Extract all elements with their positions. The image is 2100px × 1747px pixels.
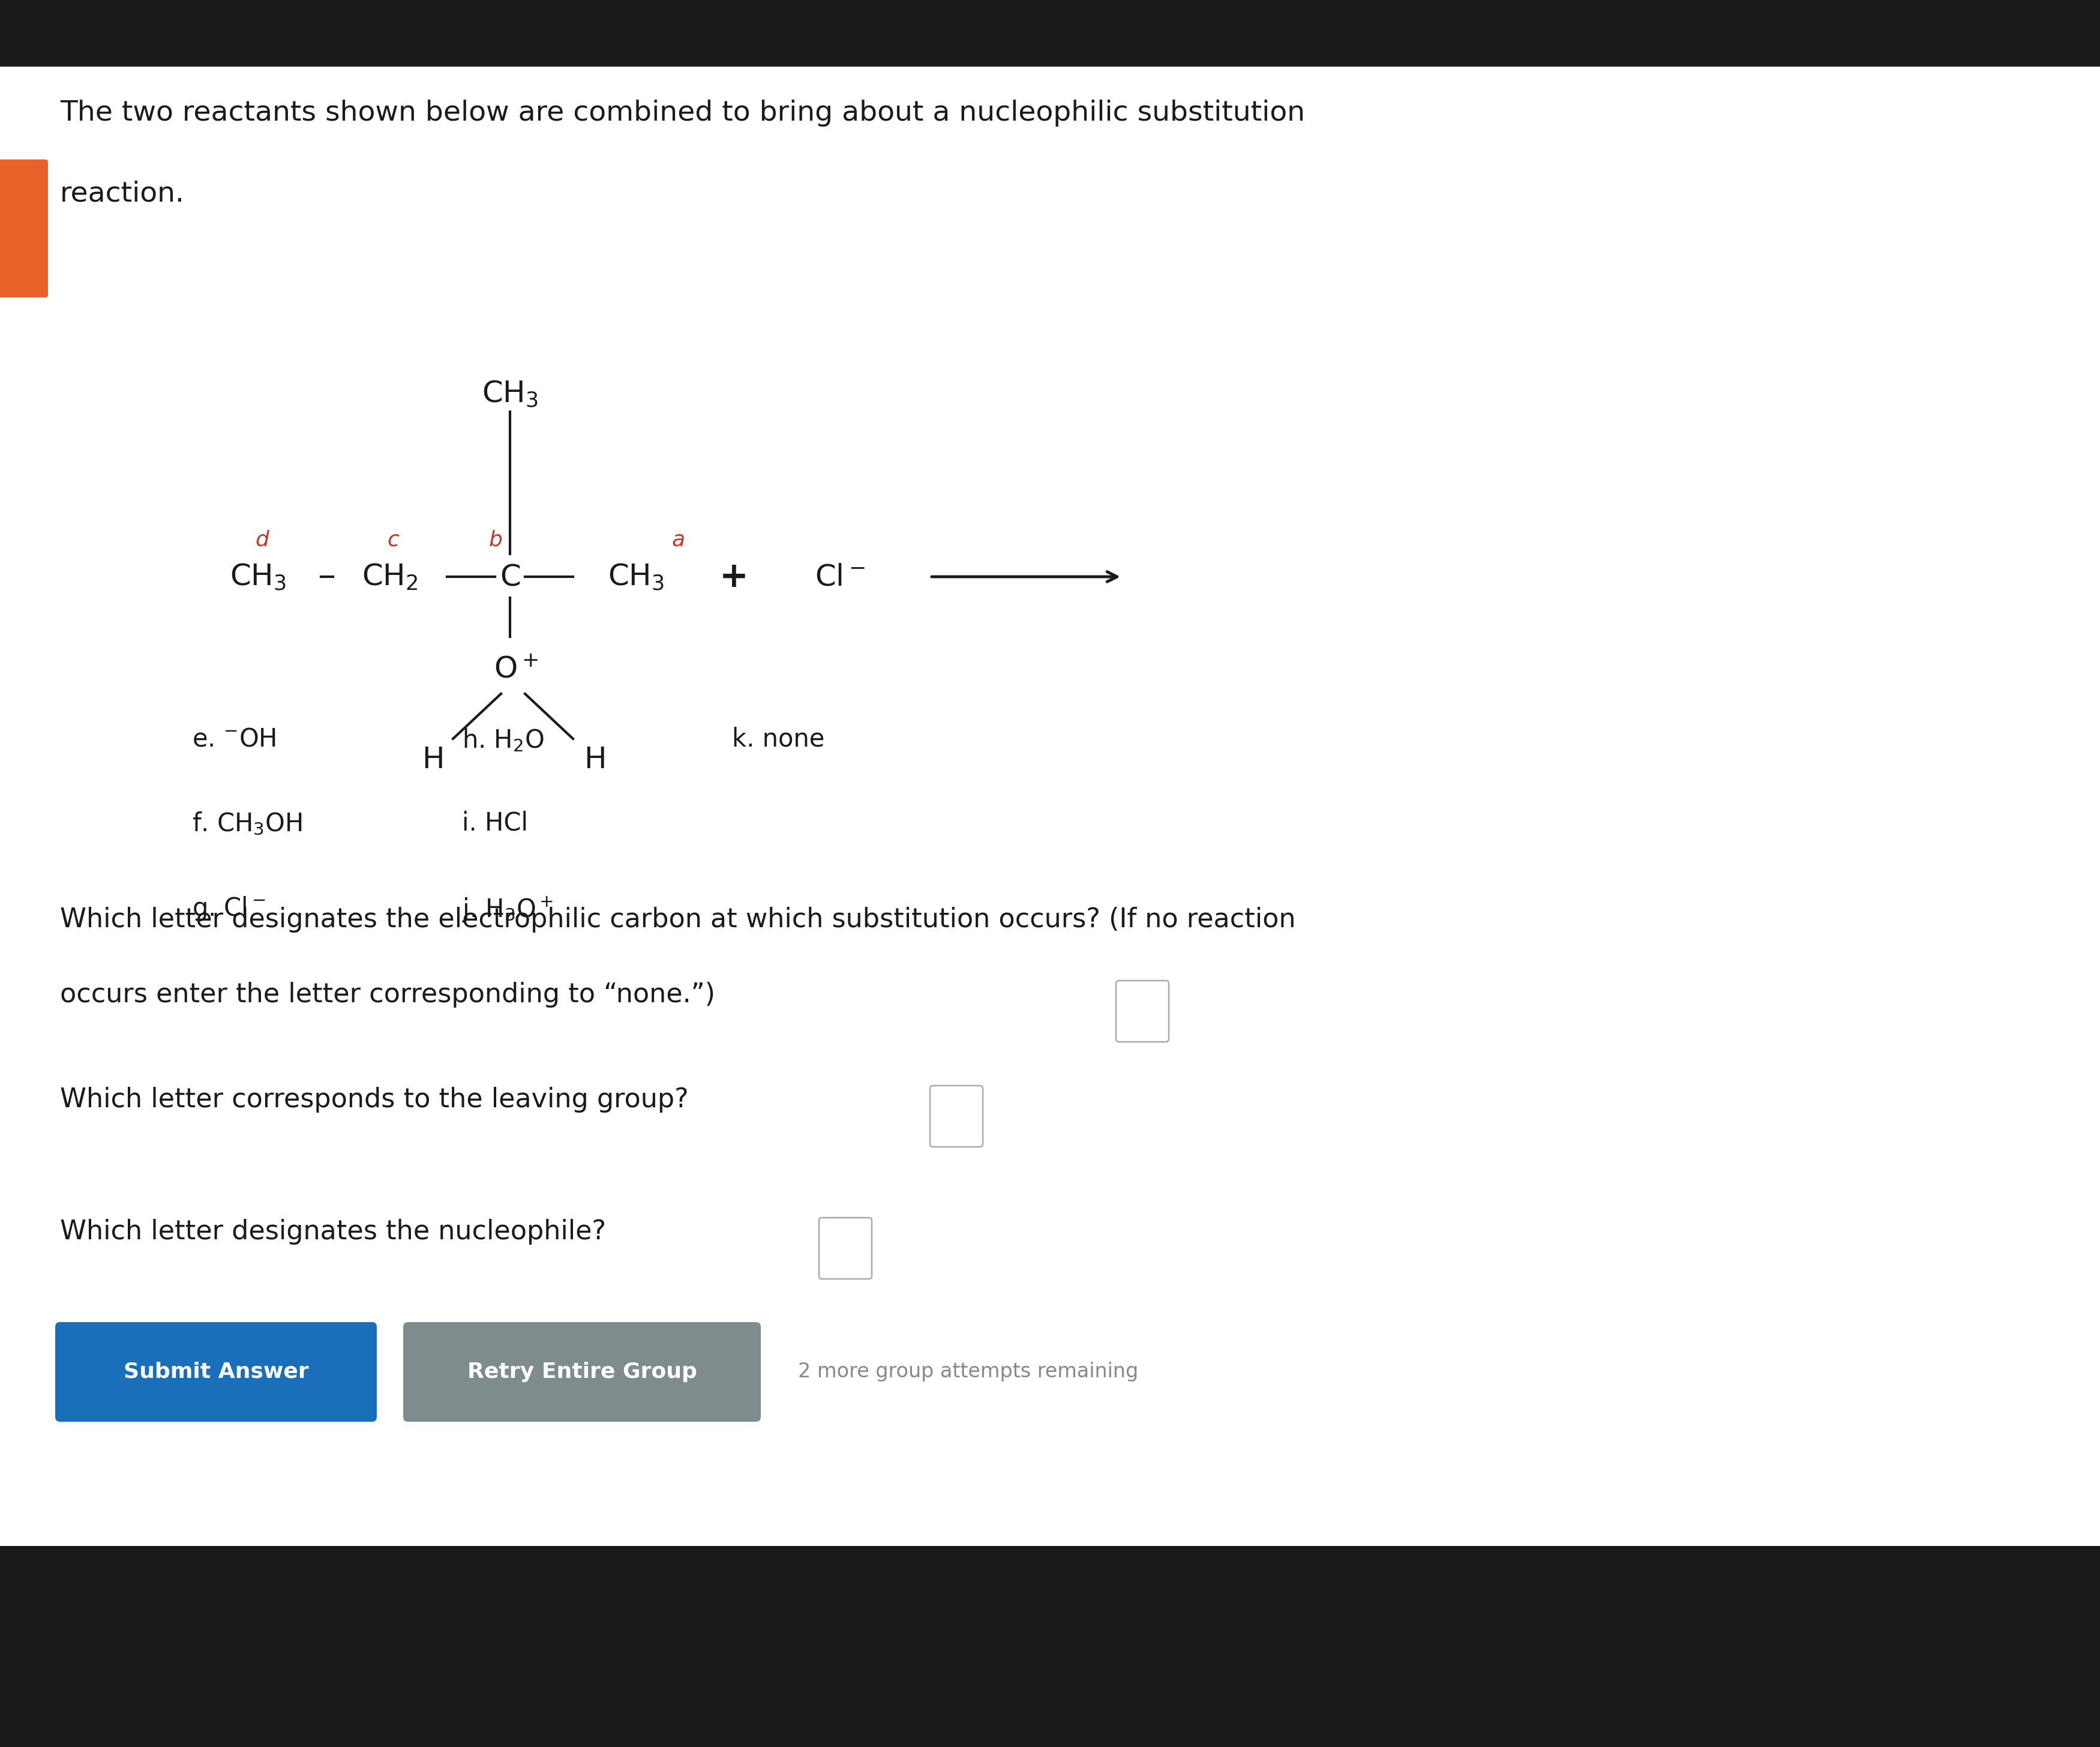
FancyBboxPatch shape xyxy=(0,159,48,297)
Text: $\mathbf{+}$: $\mathbf{+}$ xyxy=(718,559,745,594)
FancyBboxPatch shape xyxy=(1115,980,1170,1041)
Text: d: d xyxy=(254,529,269,550)
FancyBboxPatch shape xyxy=(0,0,2100,66)
Text: e. $\mathregular{^{-}}$OH: e. $\mathregular{^{-}}$OH xyxy=(191,727,275,751)
Text: Retry Entire Group: Retry Entire Group xyxy=(466,1361,697,1382)
Text: g. $\mathrm{Cl^-}$: g. $\mathrm{Cl^-}$ xyxy=(191,894,267,922)
Text: f. $\mathrm{CH_3OH}$: f. $\mathrm{CH_3OH}$ xyxy=(191,811,302,837)
Text: Which letter designates the electrophilic carbon at which substitution occurs? (: Which letter designates the electrophili… xyxy=(61,907,1296,933)
Text: 2 more group attempts remaining: 2 more group attempts remaining xyxy=(798,1363,1138,1382)
Text: k. none: k. none xyxy=(733,727,825,751)
Text: occurs enter the letter corresponding to “none.”): occurs enter the letter corresponding to… xyxy=(61,982,716,1008)
FancyBboxPatch shape xyxy=(819,1218,872,1279)
Text: i. HCl: i. HCl xyxy=(462,811,527,837)
Text: $\mathrm{H}$: $\mathrm{H}$ xyxy=(584,746,605,774)
Text: a: a xyxy=(672,529,685,550)
Text: $\mathrm{CH_3}$: $\mathrm{CH_3}$ xyxy=(481,379,538,409)
Text: j. $\mathrm{H_3O^+}$: j. $\mathrm{H_3O^+}$ xyxy=(462,894,554,924)
Text: The two reactants shown below are combined to bring about a nucleophilic substit: The two reactants shown below are combin… xyxy=(61,100,1304,126)
Text: $\mathrm{O^+}$: $\mathrm{O^+}$ xyxy=(494,655,538,685)
Text: $\mathrm{H}$: $\mathrm{H}$ xyxy=(422,746,443,774)
FancyBboxPatch shape xyxy=(0,1546,2100,1747)
Text: $\mathrm{CH_2}$: $\mathrm{CH_2}$ xyxy=(361,563,418,592)
Text: c: c xyxy=(386,529,399,550)
Text: $\mathrm{Cl^-}$: $\mathrm{Cl^-}$ xyxy=(815,563,865,590)
Text: $\mathrm{C}$: $\mathrm{C}$ xyxy=(500,563,521,590)
Text: Submit Answer: Submit Answer xyxy=(124,1361,309,1382)
FancyBboxPatch shape xyxy=(55,1322,376,1422)
Text: Which letter designates the nucleophile?: Which letter designates the nucleophile? xyxy=(61,1219,607,1244)
Text: $\mathrm{CH_3}$: $\mathrm{CH_3}$ xyxy=(229,563,286,592)
Text: $\mathrm{CH_3}$: $\mathrm{CH_3}$ xyxy=(607,563,664,592)
Text: b: b xyxy=(489,529,502,550)
Text: Which letter corresponds to the leaving group?: Which letter corresponds to the leaving … xyxy=(61,1087,689,1113)
Text: h. $\mathrm{H_2O}$: h. $\mathrm{H_2O}$ xyxy=(462,727,544,753)
Text: reaction.: reaction. xyxy=(61,180,185,208)
FancyBboxPatch shape xyxy=(930,1085,983,1146)
FancyBboxPatch shape xyxy=(403,1322,760,1422)
